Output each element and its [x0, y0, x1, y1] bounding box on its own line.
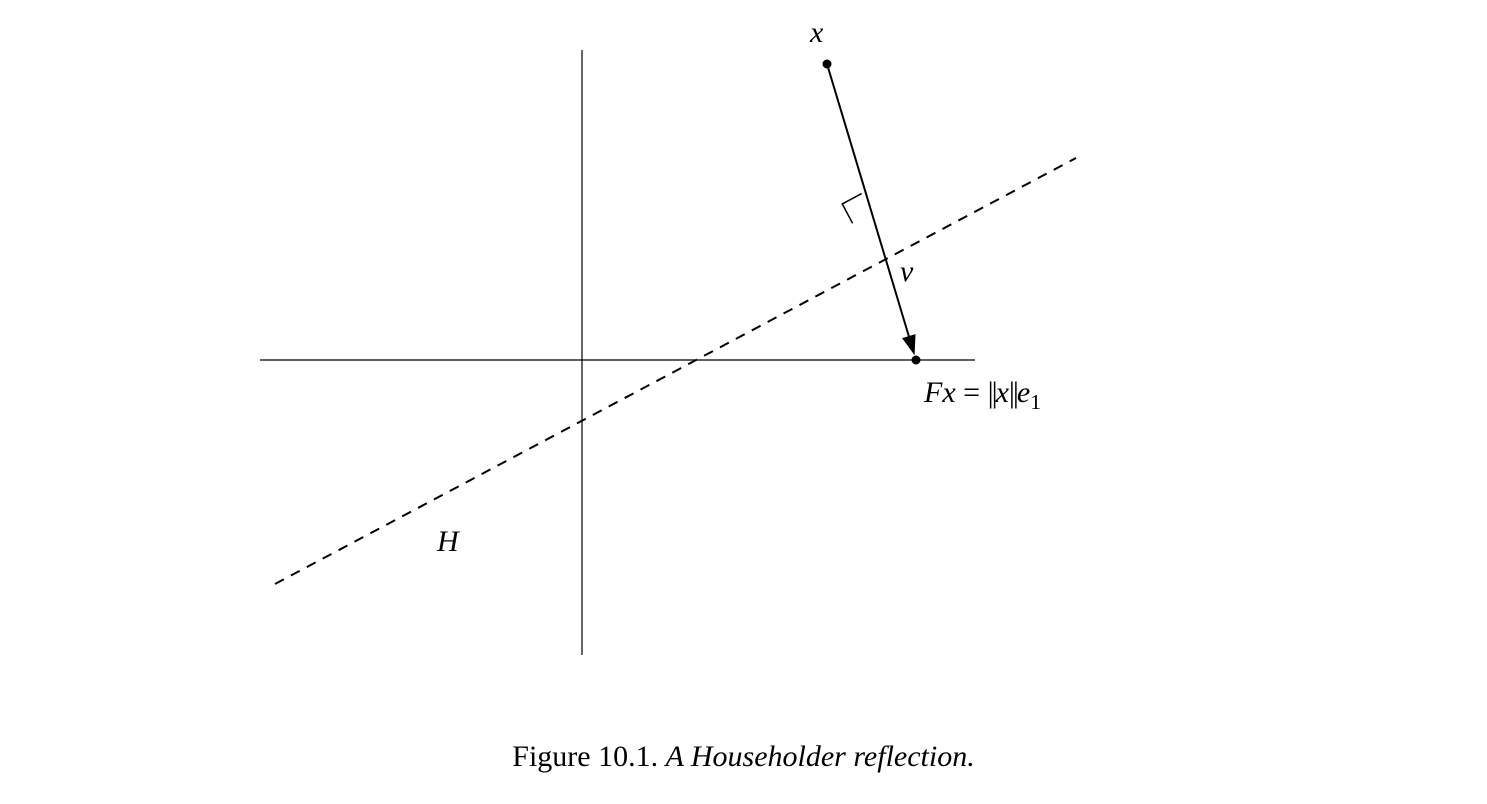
norm-open: ||	[988, 376, 996, 410]
point-x	[823, 60, 832, 69]
householder-figure: x v H Fx = ||x||e1 Figure 10.1. A Househ…	[0, 0, 1487, 804]
label-h: H	[437, 525, 459, 559]
diagram-svg	[0, 0, 1487, 804]
figure-caption: Figure 10.1. A Householder reflection.	[0, 740, 1487, 774]
point-fx	[912, 356, 921, 365]
label-fx-e: e	[1017, 376, 1030, 409]
caption-text: A Householder reflection.	[666, 740, 975, 773]
vector-v	[827, 64, 913, 351]
label-fx-sub: 1	[1030, 390, 1041, 414]
label-fx-norm-var: x	[996, 376, 1009, 409]
hyperplane-line	[275, 158, 1076, 584]
label-x: x	[810, 16, 823, 50]
label-v: v	[900, 255, 913, 289]
label-fx-eq: =	[963, 376, 987, 409]
norm-close: ||	[1009, 376, 1017, 410]
label-fx: Fx = ||x||e1	[924, 376, 1041, 415]
label-fx-lhs: Fx	[924, 376, 956, 409]
caption-prefix: Figure 10.1.	[512, 740, 658, 773]
